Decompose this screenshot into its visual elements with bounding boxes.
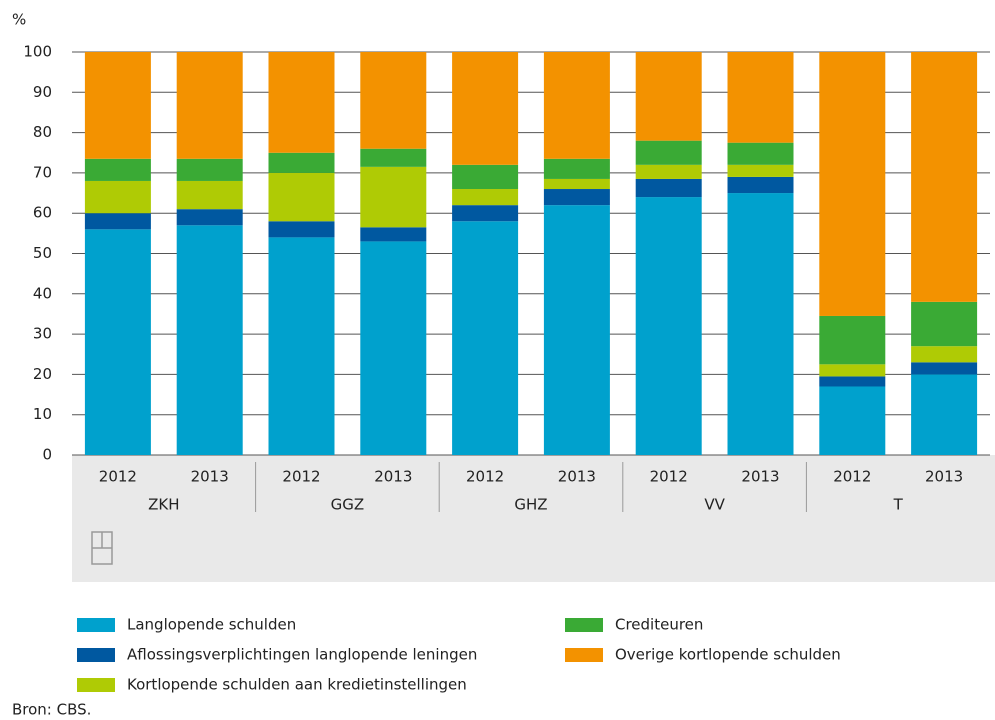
y-tick-label: 50 xyxy=(33,244,52,262)
bar-segment xyxy=(543,205,610,455)
bar-segment xyxy=(543,178,610,190)
bar-segment xyxy=(268,52,335,153)
bar-segment xyxy=(635,164,702,179)
legend-swatch xyxy=(77,678,115,692)
y-tick-label: 60 xyxy=(33,204,52,222)
legend-swatch xyxy=(565,648,603,662)
bar-segment xyxy=(452,205,519,222)
y-tick-label: 0 xyxy=(42,446,52,464)
group-label: GGZ xyxy=(331,496,365,514)
y-tick-label: 100 xyxy=(23,43,52,61)
bar-segment xyxy=(360,241,427,455)
bar-segment xyxy=(268,237,335,455)
bar-segment xyxy=(819,376,886,387)
bar-segment xyxy=(452,221,519,455)
group-label: GHZ xyxy=(514,496,547,514)
x-tick-label: 2012 xyxy=(99,468,137,486)
bar-segment xyxy=(727,52,794,143)
group-label: ZKH xyxy=(148,496,179,514)
bar-segment xyxy=(819,52,886,316)
bar-segment xyxy=(452,189,519,206)
bar-segment xyxy=(819,386,886,455)
bar-segment xyxy=(360,148,427,167)
legend-label: Langlopende schulden xyxy=(127,616,296,634)
y-tick-label: 90 xyxy=(33,83,52,101)
bar-segment xyxy=(635,52,702,141)
legend-swatch xyxy=(565,618,603,632)
bar-segment xyxy=(84,213,151,230)
bar-segment xyxy=(176,52,243,159)
legend-label: Kortlopende schulden aan kredietinstelli… xyxy=(127,676,467,694)
bar-segment xyxy=(819,364,886,377)
y-tick-label: 40 xyxy=(33,284,52,302)
x-tick-label: 2013 xyxy=(191,468,229,486)
group-label: T xyxy=(893,496,904,514)
y-axis-label: % xyxy=(12,11,26,29)
x-tick-label: 2013 xyxy=(925,468,963,486)
legend-label: Crediteuren xyxy=(615,616,703,634)
bar-segment xyxy=(727,164,794,177)
y-tick-label: 10 xyxy=(33,405,52,423)
bar-segment xyxy=(268,221,335,238)
y-tick-label: 20 xyxy=(33,365,52,383)
source: Bron: CBS. xyxy=(12,701,91,719)
bar-segment xyxy=(176,209,243,226)
bar-segment xyxy=(360,227,427,242)
bar-segment xyxy=(360,52,427,149)
x-tick-label: 2012 xyxy=(650,468,688,486)
x-tick-label: 2013 xyxy=(558,468,596,486)
legend-label: Overige kortlopende schulden xyxy=(615,646,841,664)
bar-segment xyxy=(635,197,702,455)
bar-segment xyxy=(911,52,978,302)
bar-segment xyxy=(84,52,151,159)
bar-segment xyxy=(176,225,243,455)
legend-swatch xyxy=(77,648,115,662)
bar-segment xyxy=(911,362,978,375)
bar-segment xyxy=(360,166,427,228)
bar-segment xyxy=(84,180,151,214)
bar-segment xyxy=(635,178,702,198)
bar-segment xyxy=(543,52,610,159)
bar-segment xyxy=(911,374,978,455)
axis-band xyxy=(72,455,995,582)
bar-segment xyxy=(727,193,794,456)
y-tick-label: 70 xyxy=(33,163,52,181)
bar-segment xyxy=(635,140,702,165)
y-tick-label: 30 xyxy=(33,325,52,343)
bar-segment xyxy=(727,142,794,165)
bar-segment xyxy=(727,176,794,194)
bar-segment xyxy=(911,301,978,347)
bar-segment xyxy=(543,189,610,206)
y-tick-label: 80 xyxy=(33,123,52,141)
logo xyxy=(91,531,113,565)
x-tick-label: 2012 xyxy=(282,468,320,486)
legend-swatch xyxy=(77,618,115,632)
bar-segment xyxy=(268,152,335,173)
bar-segment xyxy=(176,158,243,181)
legend-label: Aflossingsverplichtingen langlopende len… xyxy=(127,646,477,664)
bar-segment xyxy=(176,180,243,210)
x-tick-label: 2013 xyxy=(374,468,412,486)
bar-segment xyxy=(84,229,151,455)
bar-segment xyxy=(452,52,519,165)
bar-segment xyxy=(84,158,151,181)
bar-segment xyxy=(268,172,335,222)
bar-segment xyxy=(543,158,610,179)
x-tick-label: 2012 xyxy=(466,468,504,486)
x-tick-label: 2012 xyxy=(833,468,871,486)
bar-segment xyxy=(911,346,978,363)
bar-segment xyxy=(452,164,519,190)
group-label: VV xyxy=(704,496,725,514)
x-tick-label: 2013 xyxy=(741,468,779,486)
bar-segment xyxy=(819,315,886,365)
